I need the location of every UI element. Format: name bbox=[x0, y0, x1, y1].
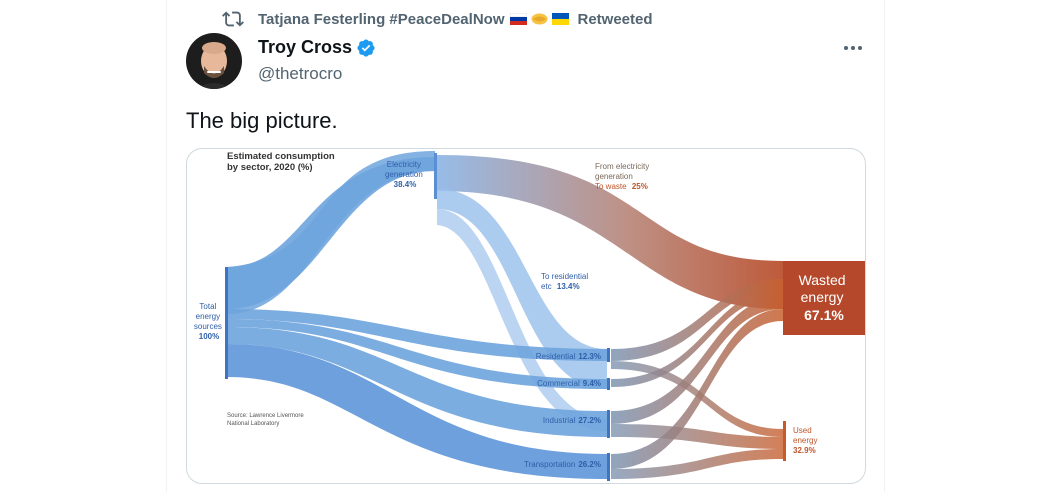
flow-transportation-to-waste bbox=[611, 309, 783, 469]
energy-sankey-figure: Estimated consumption by sector, 2020 (%… bbox=[194, 151, 865, 481]
tweet-text: The big picture. bbox=[186, 108, 338, 133]
node-residential bbox=[607, 348, 610, 362]
node-electricity bbox=[434, 153, 437, 199]
timeline-left-border bbox=[166, 0, 167, 492]
flow-residential-to-used bbox=[611, 361, 783, 437]
avatar[interactable] bbox=[186, 33, 242, 89]
ukraine-flag-icon bbox=[552, 13, 570, 25]
node-used-energy bbox=[783, 421, 786, 461]
figure-title: Estimated consumption by sector, 2020 (%… bbox=[227, 151, 337, 173]
label-from-electricity: From electricity generation To waste 25% bbox=[595, 162, 651, 191]
retweet-context: Tatjana Festerling #PeaceDealNow Retweet… bbox=[222, 8, 653, 30]
flow-total-to-electricity-body bbox=[227, 151, 435, 314]
node-wasted-energy bbox=[783, 261, 865, 335]
node-total bbox=[225, 267, 228, 379]
label-used-energy: Used energy 32.9% bbox=[793, 426, 820, 455]
label-residential: Residential 12.3% bbox=[536, 352, 601, 361]
tweet-media-image[interactable]: Estimated consumption by sector, 2020 (%… bbox=[186, 148, 866, 484]
flow-total-to-residential bbox=[227, 309, 607, 361]
figure-source: Source: Lawrence Livermore National Labo… bbox=[227, 413, 305, 427]
node-transportation bbox=[607, 453, 610, 481]
handshake-icon bbox=[531, 13, 548, 25]
retweeted-label: Retweeted bbox=[577, 10, 653, 28]
label-electricity: Electricity generation 38.4% bbox=[385, 160, 425, 189]
label-transportation: Transportation 26.2% bbox=[524, 460, 601, 469]
author-info: Troy Cross @thetrocro bbox=[258, 37, 376, 84]
flow-transportation-to-used bbox=[611, 449, 783, 479]
node-commercial bbox=[607, 378, 610, 390]
verified-badge-icon bbox=[357, 38, 375, 57]
more-options-icon[interactable] bbox=[842, 38, 864, 58]
flow-electricity-to-waste bbox=[437, 155, 783, 309]
label-total: Total energy sources 100% bbox=[194, 302, 224, 341]
label-wasted-energy: Wasted energy 67.1% bbox=[799, 272, 850, 323]
node-industrial bbox=[607, 410, 610, 438]
label-to-residential: To residential etc 13.4% bbox=[541, 272, 590, 291]
flow-electricity-to-residential bbox=[437, 189, 607, 389]
flow-electricity-to-industrial bbox=[437, 209, 607, 431]
timeline-right-border bbox=[884, 0, 885, 492]
label-industrial: Industrial 27.2% bbox=[543, 416, 601, 425]
russia-flag-icon bbox=[510, 13, 528, 25]
author-name[interactable]: Troy Cross bbox=[258, 37, 353, 57]
author-handle[interactable]: @thetrocro bbox=[258, 64, 343, 83]
flow-industrial-to-used bbox=[611, 424, 783, 449]
flow-industrial-to-waste bbox=[611, 297, 783, 424]
flow-total-to-commercial bbox=[227, 319, 607, 389]
retweet-icon bbox=[222, 11, 244, 27]
flow-total-to-transportation bbox=[227, 344, 607, 479]
flow-total-to-industrial bbox=[227, 327, 607, 437]
flow-residential-to-waste bbox=[611, 279, 783, 361]
label-commercial: Commercial 9.4% bbox=[537, 379, 601, 388]
retweeter-name[interactable]: Tatjana Festerling #PeaceDealNow bbox=[258, 10, 505, 28]
